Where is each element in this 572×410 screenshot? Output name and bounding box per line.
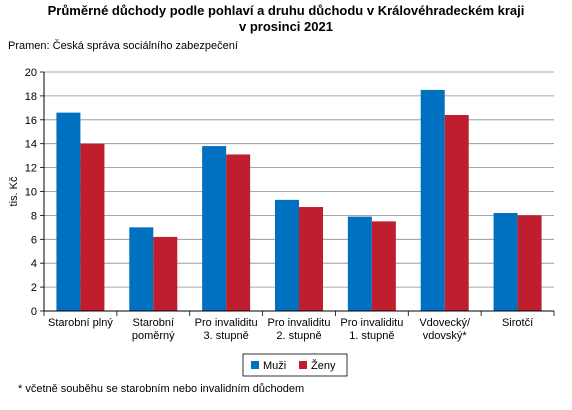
x-category-label-line: poměrný (132, 330, 175, 342)
y-tick-label: 8 (31, 210, 37, 222)
x-category-label-line: 1. stupně (349, 330, 394, 342)
x-category-label: Vdovecký/vdovský* (419, 317, 471, 342)
y-tick-label: 16 (25, 115, 37, 127)
chart-title-line1: Průměrné důchody podle pohlaví a druhu d… (47, 3, 525, 18)
legend-label-muži: Muži (263, 360, 286, 372)
footnote: * včetně souběhu se starobním nebo inval… (18, 383, 305, 395)
bar-muži-4 (347, 216, 372, 311)
legend-box (242, 353, 348, 377)
y-tick-label: 6 (31, 234, 37, 246)
x-category-label-line: Pro invaliditu (195, 317, 258, 329)
bar-ženy-3 (299, 207, 323, 311)
x-category-label: Pro invaliditu 1. stupně (340, 317, 403, 342)
bar-ženy-4 (371, 221, 396, 311)
x-category-label-line: 3. stupně (204, 330, 249, 342)
x-category-label: Starobní plný (48, 317, 113, 329)
bar-muži-5 (420, 89, 445, 311)
bar-muži-6 (493, 213, 518, 311)
x-category-label-line: Starobní (132, 317, 174, 329)
bar-muži-3 (275, 199, 299, 311)
y-axis-title: tis. Kč (8, 176, 20, 206)
y-tick-label: 14 (25, 139, 37, 151)
x-category-label: Pro invaliditu 3. stupně (195, 317, 258, 342)
bar-muži-1 (129, 227, 154, 311)
x-category-label-line: Starobní plný (48, 317, 113, 329)
x-category-label-line: Pro invaliditu (340, 317, 403, 329)
x-category-label-line: Sirotčí (502, 317, 533, 329)
y-tick-label: 10 (25, 187, 37, 199)
y-tick-label: 12 (25, 163, 37, 175)
legend-swatch-muži (251, 361, 259, 369)
bar-muži-0 (56, 112, 81, 311)
source-note: Pramen: Česká správa sociálního zabezpeč… (8, 40, 238, 52)
y-tick-label: 18 (25, 91, 37, 103)
chart-title-line2: v prosinci 2021 (239, 19, 333, 34)
y-tick-label: 2 (31, 282, 37, 294)
x-category-label-line: 2. stupně (276, 330, 321, 342)
bar-ženy-5 (444, 115, 469, 312)
x-category-label: Pro invaliditu 2. stupně (268, 317, 331, 342)
x-category-label-line: Vdovecký/ (419, 317, 471, 329)
x-category-label-line: Pro invaliditu (268, 317, 331, 329)
chart-title: Průměrné důchody podle pohlaví a druhu d… (0, 3, 572, 35)
x-category-label-line: vdovský* (423, 330, 468, 342)
bar-ženy-0 (80, 143, 105, 311)
y-tick-label: 4 (31, 258, 37, 270)
x-category-label: Starobní poměrný (132, 317, 175, 342)
bar-ženy-2 (226, 154, 251, 311)
x-category-label: Sirotčí (502, 317, 533, 329)
bar-ženy-6 (517, 215, 542, 311)
y-tick-label: 0 (31, 306, 37, 318)
bar-ženy-1 (153, 236, 178, 311)
y-tick-label: 20 (25, 67, 37, 79)
bar-muži-2 (202, 146, 227, 311)
legend-label-ženy: Ženy (311, 359, 336, 372)
legend-swatch-ženy (299, 361, 307, 369)
